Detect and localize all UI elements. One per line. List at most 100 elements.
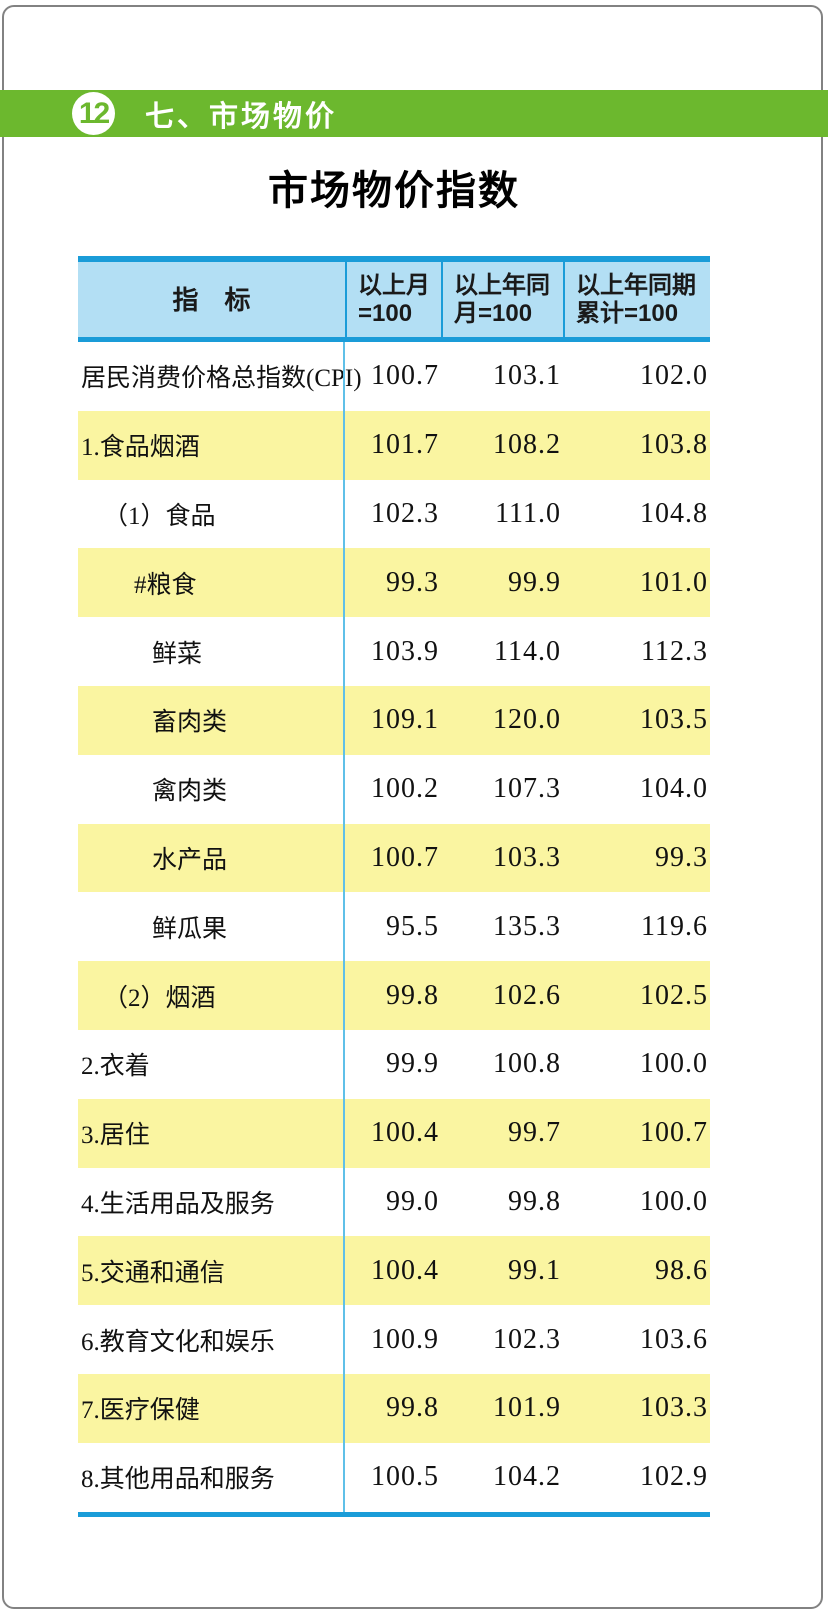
row-value: 102.0 bbox=[640, 360, 708, 392]
page-number: 12 bbox=[78, 96, 110, 130]
row-label: 1.食品烟酒 bbox=[81, 434, 200, 462]
row-label: 鲜菜 bbox=[152, 640, 203, 668]
row-label: 居民消费价格总指数(CPI) bbox=[81, 365, 362, 393]
row-value: 100.9 bbox=[371, 1323, 439, 1355]
row-label: 2.衣着 bbox=[81, 1053, 150, 1081]
column-divider-line bbox=[343, 342, 345, 1512]
table-row: （2）烟酒 99.8 102.6 102.5 bbox=[78, 961, 710, 1030]
row-value: 102.9 bbox=[640, 1461, 708, 1493]
table-row: 鲜菜 103.9 114.0 112.3 bbox=[78, 617, 710, 686]
table-row: 1.食品烟酒 101.7 108.2 103.8 bbox=[78, 410, 710, 480]
row-value: 100.5 bbox=[371, 1461, 439, 1493]
row-value: 120.0 bbox=[493, 704, 561, 736]
page-border bbox=[2, 5, 823, 1609]
row-value: 103.9 bbox=[371, 635, 439, 667]
row-label: 3.居住 bbox=[81, 1122, 150, 1150]
table-row: 水产品 100.7 103.3 99.3 bbox=[78, 823, 710, 893]
row-label: 鲜瓜果 bbox=[152, 915, 228, 943]
row-value: 99.8 bbox=[386, 1392, 439, 1424]
column-header-text: 以上年同 bbox=[454, 271, 550, 299]
row-value: 101.0 bbox=[640, 566, 708, 598]
row-label: 6.教育文化和娱乐 bbox=[81, 1328, 275, 1356]
column-header-text: =100 bbox=[358, 299, 413, 327]
row-value: 100.8 bbox=[493, 1048, 561, 1080]
row-value: 104.2 bbox=[493, 1461, 561, 1493]
row-value: 99.0 bbox=[386, 1185, 439, 1217]
table-row: 畜肉类 109.1 120.0 103.5 bbox=[78, 685, 710, 755]
row-label: 水产品 bbox=[152, 846, 228, 874]
row-value: 104.0 bbox=[640, 773, 708, 805]
row-value: 99.8 bbox=[386, 979, 439, 1011]
section-header-bar bbox=[0, 90, 828, 137]
row-value: 99.3 bbox=[386, 566, 439, 598]
row-label: 畜肉类 bbox=[152, 709, 228, 737]
row-label: （2）烟酒 bbox=[103, 984, 216, 1012]
column-header-indicator: 指 标 bbox=[78, 262, 345, 337]
row-value: 102.5 bbox=[640, 979, 708, 1011]
row-value: 119.6 bbox=[641, 910, 708, 942]
row-value: 99.9 bbox=[508, 566, 561, 598]
row-value: 100.0 bbox=[640, 1048, 708, 1080]
row-label: 7.医疗保健 bbox=[81, 1397, 200, 1425]
row-value: 100.2 bbox=[371, 773, 439, 805]
table-body: 居民消费价格总指数(CPI) 100.7 103.1 102.0 1.食品烟酒 101.7… bbox=[78, 342, 710, 1517]
row-value: 104.8 bbox=[640, 497, 708, 529]
column-header-text: 累计=100 bbox=[576, 299, 679, 327]
row-value: 100.4 bbox=[371, 1254, 439, 1286]
row-value: 135.3 bbox=[493, 910, 561, 942]
column-header-cumulative-last-year: 以上年同期 累计=100 bbox=[563, 262, 710, 337]
row-value: 114.0 bbox=[494, 635, 561, 667]
column-header-text: 月=100 bbox=[454, 299, 533, 327]
row-label: #粮食 bbox=[134, 571, 197, 599]
row-label: 5.交通和通信 bbox=[81, 1259, 225, 1287]
row-value: 101.7 bbox=[371, 429, 439, 461]
table-row: #粮食 99.3 99.9 101.0 bbox=[78, 548, 710, 618]
column-header-same-month-last-year: 以上年同 月=100 bbox=[441, 262, 563, 337]
row-value: 100.7 bbox=[640, 1117, 708, 1149]
table-row: 8.其他用品和服务 100.5 104.2 102.9 bbox=[78, 1443, 710, 1512]
row-label: 8.其他用品和服务 bbox=[81, 1466, 275, 1494]
column-header-text: 以上年同期 bbox=[576, 271, 696, 299]
column-header-prev-month: 以上月 =100 bbox=[345, 262, 441, 337]
table-row: 禽肉类 100.2 107.3 104.0 bbox=[78, 755, 710, 824]
table-row: 2.衣着 99.9 100.8 100.0 bbox=[78, 1030, 710, 1099]
column-header-text: 指 标 bbox=[172, 284, 251, 315]
row-value: 109.1 bbox=[371, 704, 439, 736]
row-value: 102.3 bbox=[493, 1323, 561, 1355]
row-label: 4.生活用品及服务 bbox=[81, 1190, 275, 1218]
table-row: 6.教育文化和娱乐 100.9 102.3 103.6 bbox=[78, 1305, 710, 1374]
row-value: 100.0 bbox=[640, 1185, 708, 1217]
page-title: 市场物价指数 bbox=[268, 169, 520, 213]
row-value: 103.5 bbox=[640, 704, 708, 736]
table-row: 5.交通和通信 100.4 99.1 98.6 bbox=[78, 1236, 710, 1306]
section-title: 七、市场物价 bbox=[145, 100, 338, 133]
table-row: 7.医疗保健 99.8 101.9 103.3 bbox=[78, 1373, 710, 1443]
row-value: 111.0 bbox=[495, 497, 561, 529]
row-value: 99.7 bbox=[508, 1117, 561, 1149]
row-value: 103.3 bbox=[493, 841, 561, 873]
row-value: 100.7 bbox=[371, 360, 439, 392]
row-label: 禽肉类 bbox=[152, 778, 228, 806]
table-row: 鲜瓜果 95.5 135.3 119.6 bbox=[78, 892, 710, 961]
row-value: 103.8 bbox=[640, 429, 708, 461]
price-index-table: 指 标 以上月 =100 以上年同 月=100 以上年同期 累计=100 居民消… bbox=[78, 256, 710, 1517]
row-value: 103.6 bbox=[640, 1323, 708, 1355]
table-header: 指 标 以上月 =100 以上年同 月=100 以上年同期 累计=100 bbox=[78, 256, 710, 342]
table-row: 4.生活用品及服务 99.0 99.8 100.0 bbox=[78, 1168, 710, 1237]
table-row: 居民消费价格总指数(CPI) 100.7 103.1 102.0 bbox=[78, 342, 710, 411]
table-row: （1）食品 102.3 111.0 104.8 bbox=[78, 480, 710, 549]
row-value: 103.3 bbox=[640, 1392, 708, 1424]
row-value: 99.1 bbox=[508, 1254, 561, 1286]
row-value: 100.7 bbox=[371, 841, 439, 873]
column-header-text: 以上月 bbox=[358, 271, 430, 299]
row-value: 99.8 bbox=[508, 1185, 561, 1217]
row-value: 100.4 bbox=[371, 1117, 439, 1149]
row-value: 98.6 bbox=[655, 1254, 708, 1286]
row-value: 112.3 bbox=[641, 635, 708, 667]
row-value: 102.3 bbox=[371, 497, 439, 529]
row-value: 103.1 bbox=[493, 360, 561, 392]
row-value: 95.5 bbox=[386, 910, 439, 942]
row-value: 107.3 bbox=[493, 773, 561, 805]
row-value: 99.9 bbox=[386, 1048, 439, 1080]
